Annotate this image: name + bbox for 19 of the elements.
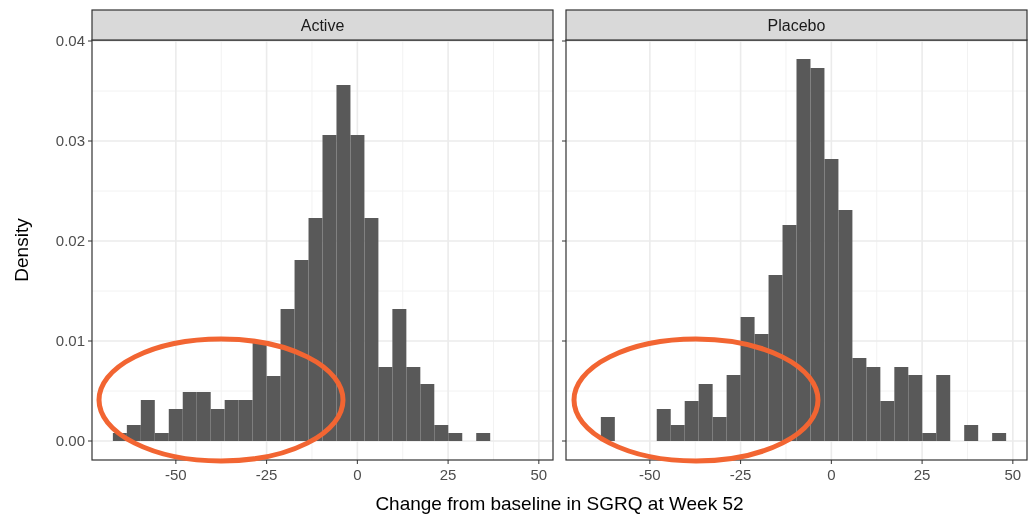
x-tick-label: 50 — [530, 466, 548, 483]
x-tick-label: -25 — [255, 466, 278, 483]
x-tick-label: 0 — [353, 466, 362, 483]
x-tick-label: -25 — [729, 466, 752, 483]
y-tick-label: 0.00 — [55, 432, 85, 449]
x-tick-label: 25 — [439, 466, 457, 483]
y-tick-label: 0.01 — [55, 332, 85, 349]
x-tick-label: 0 — [827, 466, 836, 483]
y-axis-title: Density — [11, 217, 32, 282]
y-tick-label: 0.02 — [55, 232, 85, 249]
chart-title: Placebo — [767, 17, 826, 34]
y-tick-label: 0.04 — [55, 32, 85, 49]
x-tick-label: -50 — [165, 466, 187, 483]
x-tick-label: 25 — [913, 466, 931, 483]
y-tick-label: 0.03 — [55, 132, 85, 149]
chart-title: Active — [300, 17, 345, 34]
x-axis-title: Change from baseline in SGRQ at Week 52 — [375, 493, 744, 514]
x-tick-label: 50 — [1004, 466, 1022, 483]
x-tick-label: -50 — [639, 466, 661, 483]
